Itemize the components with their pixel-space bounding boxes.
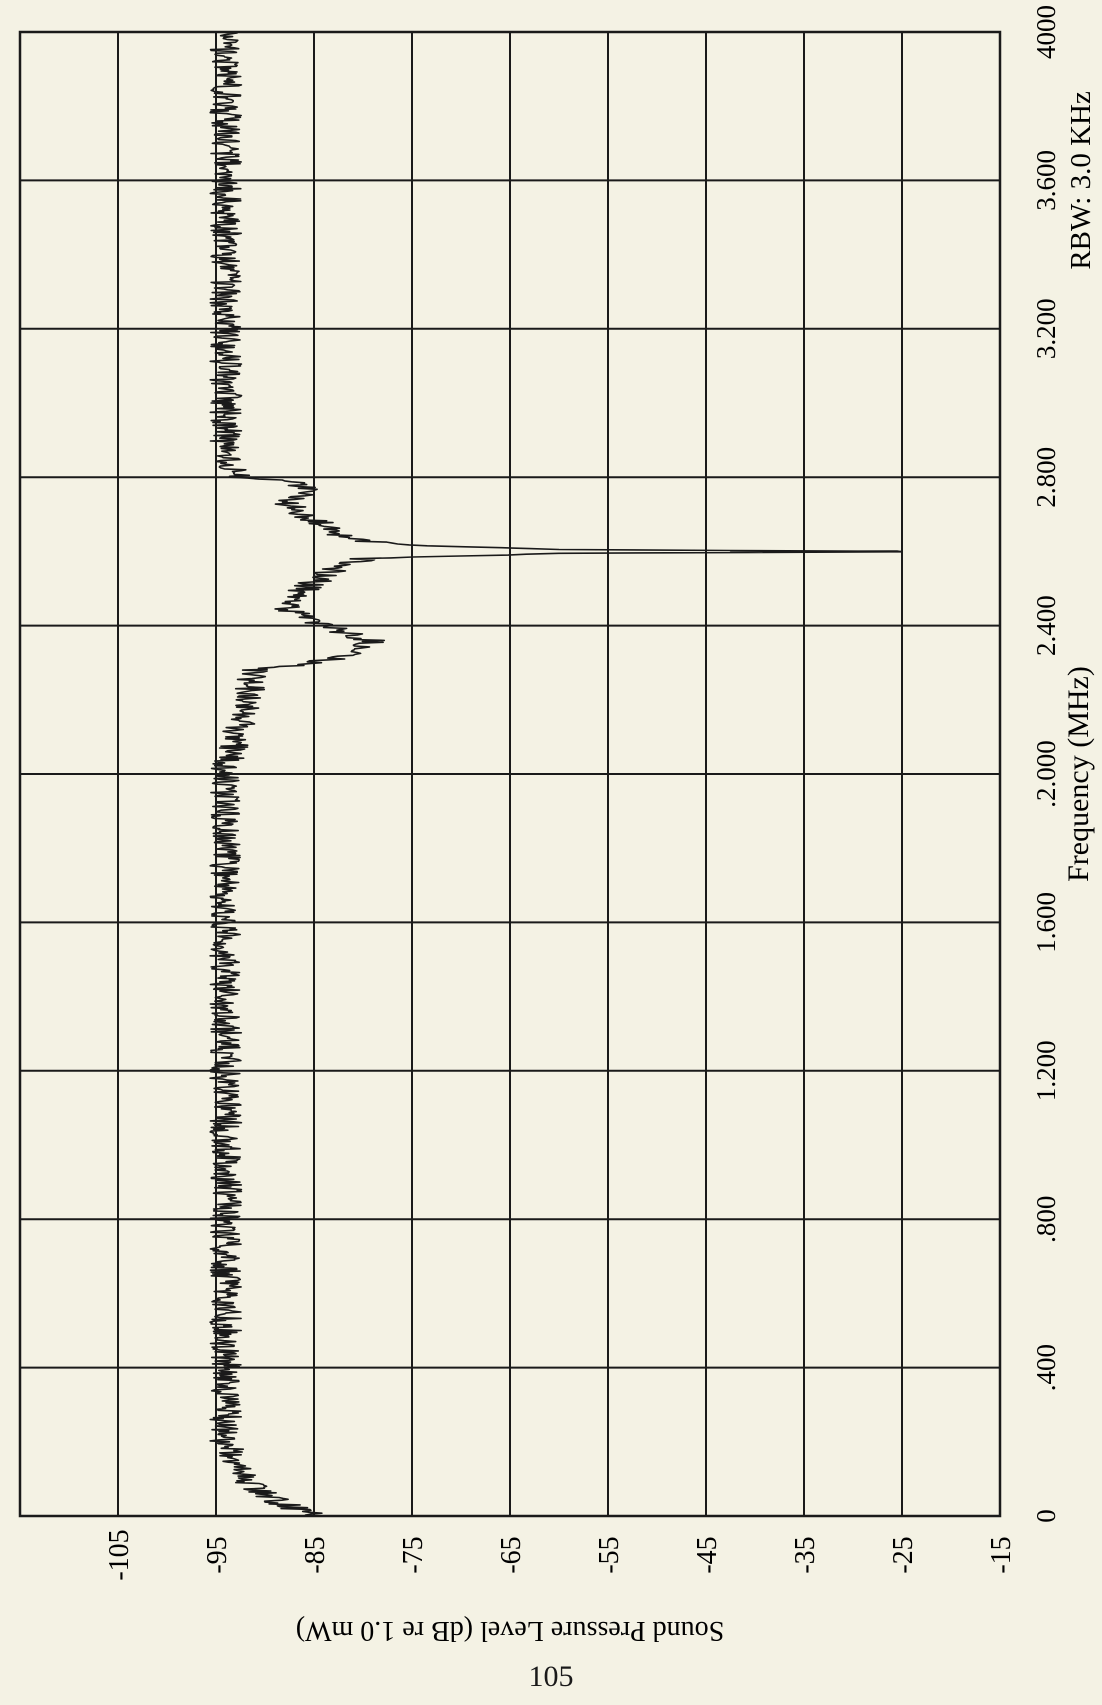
y-tick-labels: -15 -25 -35 -45 -55 -65 -75 -85 -95 -105 bbox=[104, 1529, 1017, 1580]
spectrum-trace bbox=[209, 31, 903, 1517]
x-tick-label: .2.000 bbox=[1031, 740, 1061, 808]
x-tick-label: 2.400 bbox=[1031, 595, 1061, 656]
x-tick-label: 4000 bbox=[1031, 5, 1061, 59]
x-axis-label: Frequency (MHz) bbox=[1062, 666, 1095, 882]
x-tick-label: 1.200 bbox=[1031, 1040, 1061, 1101]
x-tick-label: 1.600 bbox=[1031, 892, 1061, 953]
y-axis-label: Sound Pressure Level (dB re 1.0 mW) bbox=[296, 1615, 724, 1646]
x-tick-label: .400 bbox=[1031, 1344, 1061, 1391]
x-tick-label: 3.200 bbox=[1031, 298, 1061, 359]
y-tick-label: -55 bbox=[594, 1536, 625, 1573]
y-tick-label: -15 bbox=[986, 1536, 1017, 1573]
y-tick-label: -85 bbox=[300, 1536, 331, 1573]
x-tick-label: 0 bbox=[1031, 1509, 1061, 1523]
y-tick-label: -25 bbox=[888, 1536, 919, 1573]
plot-frame bbox=[18, 30, 1002, 1518]
x-tick-label: 2.800 bbox=[1031, 447, 1061, 508]
y-tick-label: -65 bbox=[496, 1536, 527, 1573]
x-tick-labels: 0 .400 .800 1.200 1.600 .2.000 2.400 2.800 3.200… bbox=[1031, 5, 1061, 1523]
x-tick-label: .800 bbox=[1031, 1196, 1061, 1243]
y-tick-label: -75 bbox=[398, 1536, 429, 1573]
y-tick-label: -45 bbox=[692, 1536, 723, 1573]
y-tick-label: -35 bbox=[790, 1536, 821, 1573]
rbw-annotation: RBW: 3.0 KHz bbox=[1065, 91, 1097, 270]
y-tick-label: -95 bbox=[202, 1536, 233, 1573]
page-number: 105 bbox=[528, 1660, 574, 1693]
x-tick-label: 3.600 bbox=[1031, 150, 1061, 211]
y-tick-label: -105 bbox=[104, 1529, 135, 1580]
grid-lines bbox=[20, 31, 1001, 1517]
